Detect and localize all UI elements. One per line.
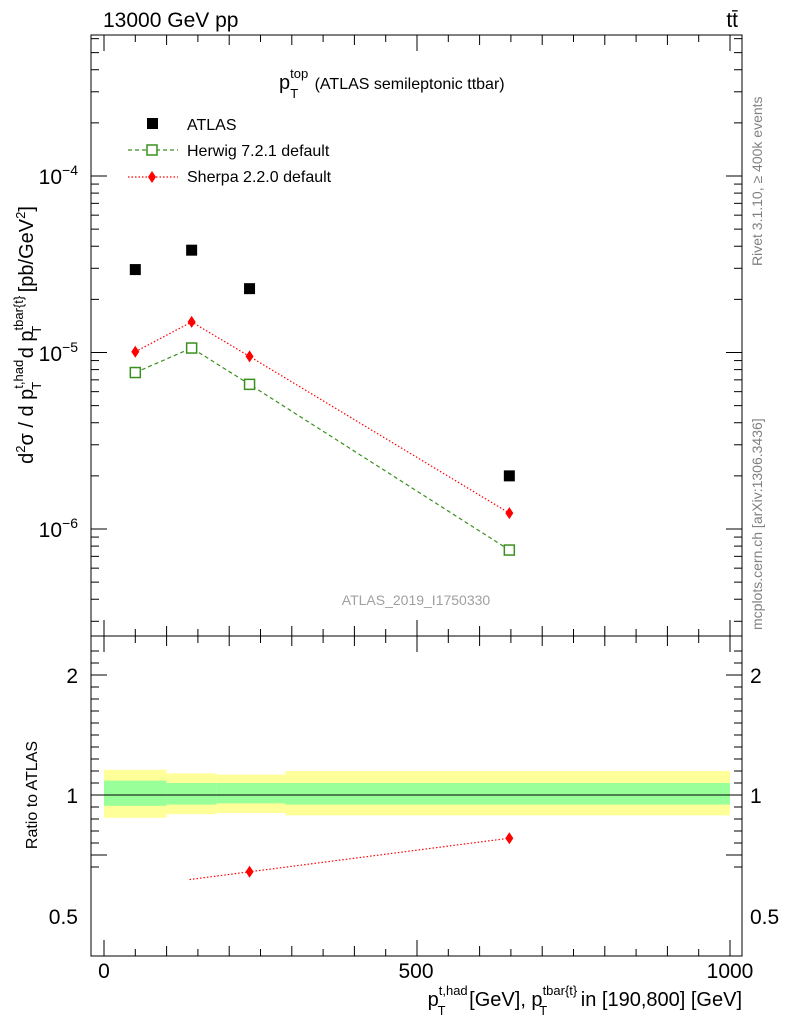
legend-marker-atlas (147, 118, 158, 129)
ratio-uncertainty-bands (104, 769, 730, 818)
ratio-y-tick-right-2: 2 (750, 665, 762, 688)
herwig-data-point (243, 378, 256, 391)
atlas-data-point (503, 470, 515, 482)
sherpa-line (135, 321, 510, 514)
herwig-data-point (503, 544, 516, 556)
legend-marker-herwig (146, 144, 158, 156)
sherpa-data-point (187, 315, 196, 328)
sherpa-ratio-point (505, 832, 514, 845)
main-y-axis-label: d2σ / d pt,had T d ptbar{t} T [pb/GeV2] (11, 206, 44, 464)
sherpa-data-point (505, 507, 514, 520)
ratio-y-tick-left-1: 1 (66, 785, 78, 808)
ratio-band-green (104, 780, 167, 806)
analysis-watermark: ATLAS_2019_I1750330 (342, 592, 491, 608)
ratio-y-tick-right-0.5: 0.5 (750, 906, 779, 929)
x-tick-label-0: 0 (98, 960, 110, 983)
atlas-data-point (129, 264, 141, 276)
main-x-ticks (103, 35, 731, 636)
herwig-line (135, 347, 510, 551)
herwig-data-point (185, 342, 198, 354)
legend: ATLAS Herwig 7.2.1 default Sherpa 2.2.0 … (128, 117, 332, 186)
ratio-y-tick-left-2: 2 (66, 665, 78, 688)
sherpa-ratio-line (189, 837, 510, 881)
ratio-x-ticks (103, 636, 731, 956)
herwig-data-point (129, 366, 142, 379)
rivet-version-label: Rivet 3.1.10, ≥ 400k events (749, 96, 765, 266)
ratio-y-axis-label: Ratio to ATLAS (24, 741, 41, 849)
main-data-series (129, 244, 516, 556)
main-y-ticks (91, 38, 742, 622)
header-right: tt̄ (726, 9, 738, 32)
y-tick-label-1e-4: 10−4 (39, 162, 79, 189)
sherpa-ratio-point (245, 865, 254, 878)
sherpa-data-point (131, 345, 140, 358)
x-axis-label: pt,had T [GeV], ptbar{t} T in [190,800] [G… (428, 983, 742, 1018)
sherpa-data-point (245, 350, 254, 363)
atlas-data-point (244, 283, 256, 295)
legend-marker-sherpa (148, 171, 156, 183)
y-tick-label-1e-5: 10−5 (39, 339, 79, 366)
plot-title: ptop T (ATLAS semileptonic ttbar) (279, 66, 505, 101)
y-tick-label-1e-6: 10−6 (39, 515, 79, 542)
header-left: 13000 GeV pp (103, 9, 238, 32)
ratio-band-green (216, 783, 286, 804)
ratio-data-series (189, 832, 514, 881)
ratio-band-green (166, 783, 217, 805)
legend-label-herwig: Herwig 7.2.1 default (187, 143, 330, 160)
ratio-y-tick-right-1: 1 (750, 785, 762, 808)
x-tick-label-1000: 1000 (707, 960, 754, 983)
ratio-y-tick-left-0.5: 0.5 (49, 906, 78, 929)
legend-label-sherpa: Sherpa 2.2.0 default (187, 169, 332, 186)
ratio-y-ticks (91, 650, 742, 868)
mcplots-label: mcplots.cern.ch [arXiv:1306.3436] (749, 418, 765, 630)
x-tick-label-500: 500 (398, 960, 433, 983)
ratio-band-green (285, 783, 730, 805)
legend-label-atlas: ATLAS (187, 117, 237, 134)
atlas-data-point (186, 244, 198, 256)
